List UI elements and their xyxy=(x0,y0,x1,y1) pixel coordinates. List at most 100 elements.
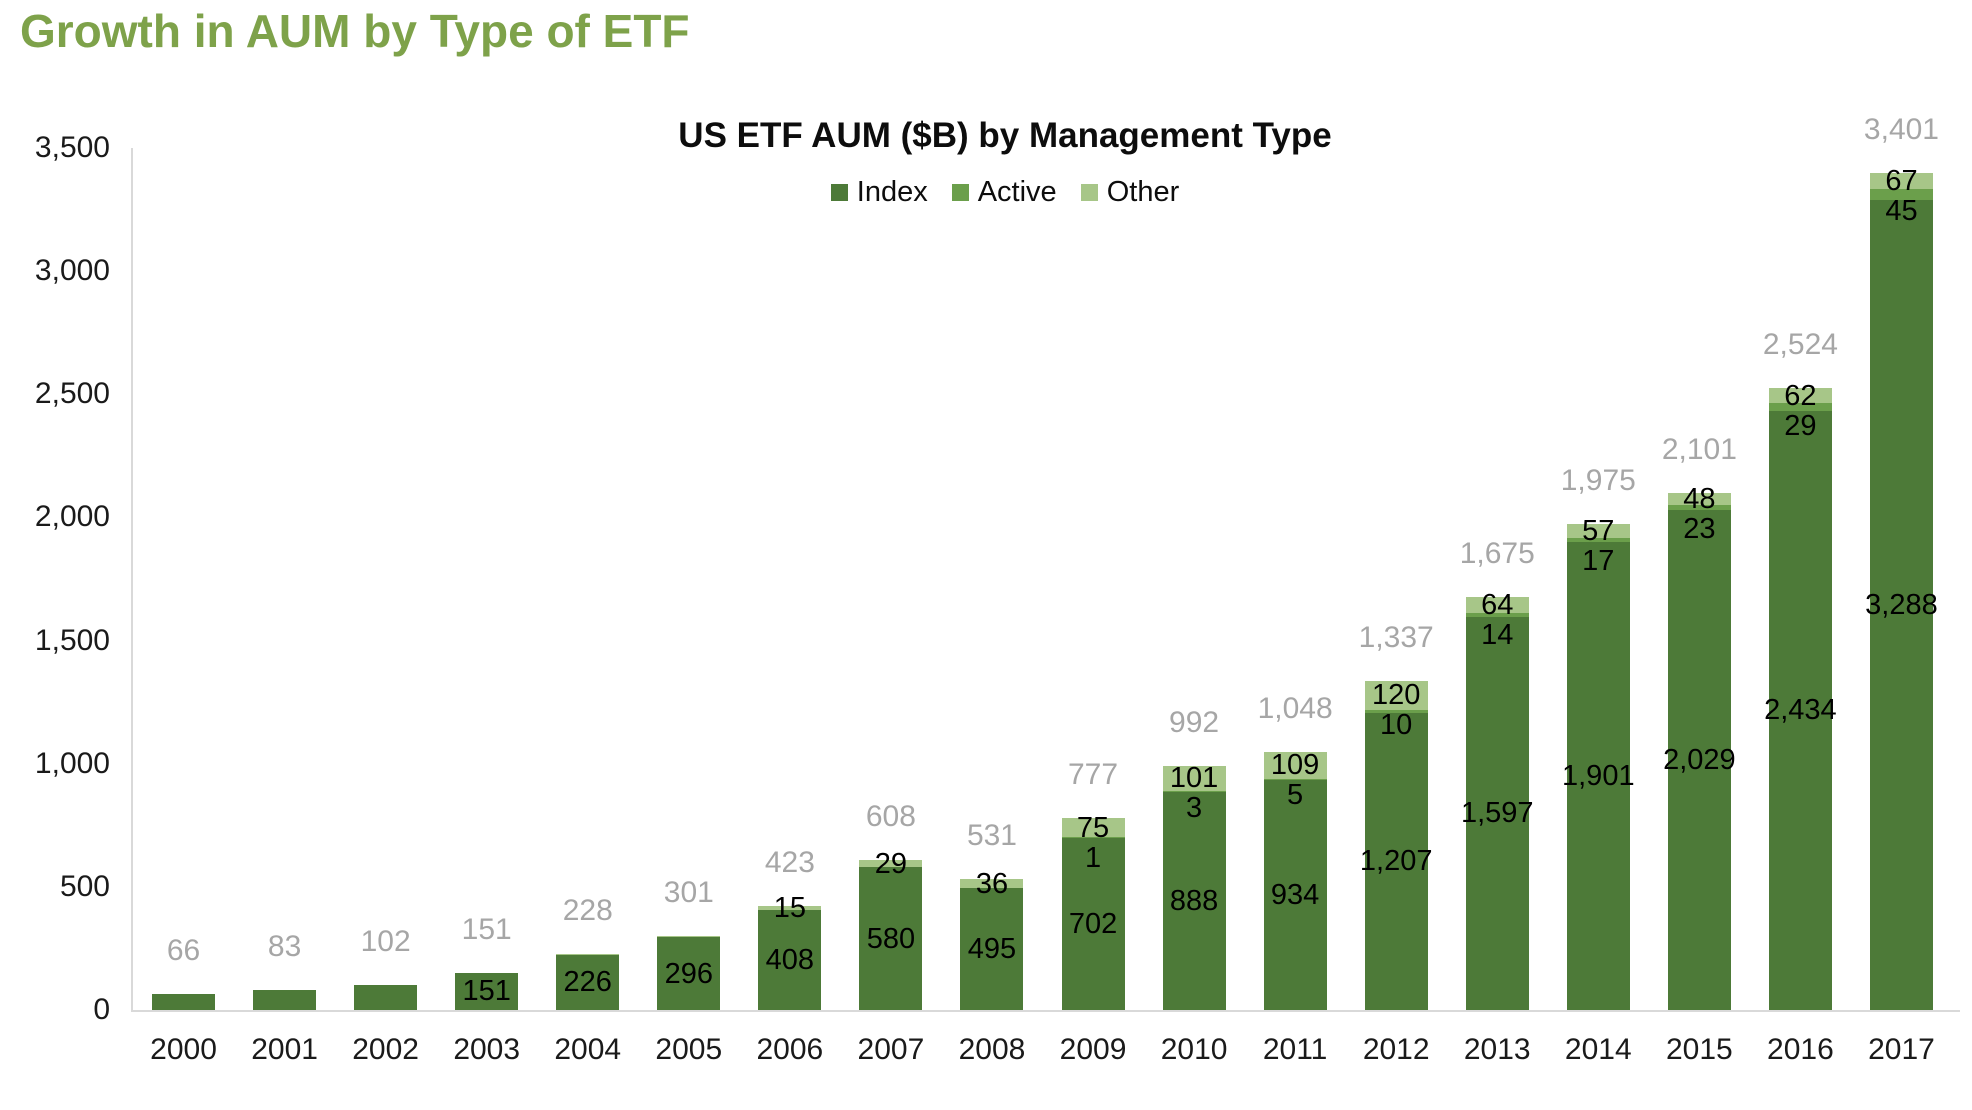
bar-segment xyxy=(1667,504,1731,511)
total-value-label: 1,675 xyxy=(1459,537,1535,571)
legend-label-index: Index xyxy=(856,176,928,208)
year-tick-label: 2008 xyxy=(958,1033,1026,1066)
bar-segment xyxy=(1061,837,1125,1010)
total-value-label: 2,524 xyxy=(1762,328,1838,362)
bar-value-label: 29 xyxy=(1784,409,1817,442)
bar-segment xyxy=(859,860,923,868)
bar-value-label: 23 xyxy=(1683,512,1716,545)
bar-segment xyxy=(960,888,1024,1010)
year-tick-label: 2004 xyxy=(554,1033,622,1066)
year-tick-label: 2000 xyxy=(150,1033,217,1066)
legend-swatch-active-icon xyxy=(951,184,969,201)
page-title: Growth in AUM by Type of ETF xyxy=(20,5,690,57)
bar-value-label: 2,029 xyxy=(1663,744,1736,777)
bar-segment xyxy=(1263,751,1327,779)
total-value-label: 66 xyxy=(166,933,201,967)
bar-value-label: 580 xyxy=(866,922,916,955)
bar-segment xyxy=(1768,403,1832,411)
bar-value-label: 495 xyxy=(967,933,1017,966)
bar-segment xyxy=(556,953,620,955)
total-value-label: 228 xyxy=(562,893,613,927)
bar-value-label: 75 xyxy=(1076,811,1110,844)
y-tick-label: 500 xyxy=(59,869,110,903)
bar-value-label: 151 xyxy=(462,975,511,1008)
bar-value-label: 1,901 xyxy=(1562,759,1635,792)
bar-segment xyxy=(1263,778,1327,780)
bar-value-label: 296 xyxy=(664,957,713,990)
bar-value-label: 64 xyxy=(1481,589,1514,622)
bar-value-label: 45 xyxy=(1885,194,1918,227)
bar-value-label: 57 xyxy=(1582,514,1615,547)
bar-segment xyxy=(1566,523,1630,538)
bar-segment xyxy=(1364,680,1428,711)
bar-value-label: 934 xyxy=(1270,878,1320,911)
total-value-label: 83 xyxy=(267,929,302,963)
x-axis-line xyxy=(131,1010,1960,1012)
bar-segment xyxy=(657,937,721,1010)
total-value-label: 531 xyxy=(966,819,1017,853)
bar-value-label: 120 xyxy=(1371,679,1421,712)
year-tick-label: 2013 xyxy=(1463,1033,1531,1066)
bar-segment xyxy=(758,909,822,1010)
bar-value-label: 5 xyxy=(1287,779,1304,812)
legend-item-index: Index xyxy=(830,176,928,209)
bar-segment xyxy=(1869,189,1933,201)
bar-segment xyxy=(1869,172,1933,190)
year-tick-label: 2009 xyxy=(1059,1033,1127,1066)
y-tick-label: 3,000 xyxy=(34,254,110,288)
bar-value-label: 101 xyxy=(1169,762,1219,795)
y-axis-line xyxy=(131,148,133,1012)
bar-segment xyxy=(152,993,216,1010)
bar-value-label: 29 xyxy=(874,847,908,880)
year-tick-label: 2015 xyxy=(1665,1033,1733,1066)
bar-segment xyxy=(354,984,418,1010)
year-tick-label: 2005 xyxy=(655,1033,723,1066)
bar-segment xyxy=(556,954,620,1010)
year-tick-label: 2011 xyxy=(1262,1033,1328,1066)
bar-value-label: 48 xyxy=(1683,482,1716,515)
bar-segment xyxy=(1566,537,1630,542)
bar-value-label: 3 xyxy=(1186,792,1203,825)
total-value-label: 423 xyxy=(764,845,815,879)
chart-legend: Index Active Other xyxy=(40,176,1970,209)
bar-value-label: 36 xyxy=(975,867,1009,900)
bar-segment xyxy=(1667,492,1731,505)
bar-value-label: 10 xyxy=(1380,709,1413,742)
legend-label-other: Other xyxy=(1106,176,1180,208)
year-tick-label: 2014 xyxy=(1564,1033,1632,1066)
bar-value-label: 3,288 xyxy=(1865,589,1938,622)
year-tick-label: 2003 xyxy=(453,1033,521,1066)
bar-segment xyxy=(657,935,721,938)
bar-value-label: 1,207 xyxy=(1359,845,1433,878)
bar-segment xyxy=(1162,790,1226,792)
bar-value-label: 14 xyxy=(1481,619,1514,652)
total-value-label: 992 xyxy=(1169,705,1220,739)
bar-segment xyxy=(1364,712,1428,1010)
legend-item-other: Other xyxy=(1080,176,1180,209)
year-tick-label: 2012 xyxy=(1362,1033,1430,1066)
total-value-label: 3,401 xyxy=(1863,112,1939,146)
bar-value-label: 702 xyxy=(1068,907,1118,940)
bar-value-label: 67 xyxy=(1885,164,1918,197)
bar-segment xyxy=(1162,765,1226,791)
bar-segment xyxy=(1869,200,1933,1010)
total-value-label: 2,101 xyxy=(1661,432,1737,466)
bar-segment xyxy=(455,972,519,1010)
bar-segment xyxy=(1263,779,1327,1010)
bar-segment xyxy=(960,879,1024,889)
bar-segment xyxy=(1061,818,1125,837)
total-value-label: 608 xyxy=(865,800,916,833)
year-tick-label: 2006 xyxy=(756,1033,824,1066)
year-tick-label: 2017 xyxy=(1868,1033,1935,1066)
year-tick-label: 2001 xyxy=(251,1033,318,1066)
year-tick-label: 2002 xyxy=(352,1033,419,1066)
year-tick-label: 2016 xyxy=(1767,1033,1834,1066)
bar-value-label: 888 xyxy=(1169,884,1219,917)
bar-segment xyxy=(1061,836,1125,838)
y-tick-label: 0 xyxy=(93,993,110,1026)
total-value-label: 301 xyxy=(663,875,714,909)
y-tick-label: 2,000 xyxy=(34,500,110,534)
total-value-label: 1,975 xyxy=(1560,463,1636,497)
